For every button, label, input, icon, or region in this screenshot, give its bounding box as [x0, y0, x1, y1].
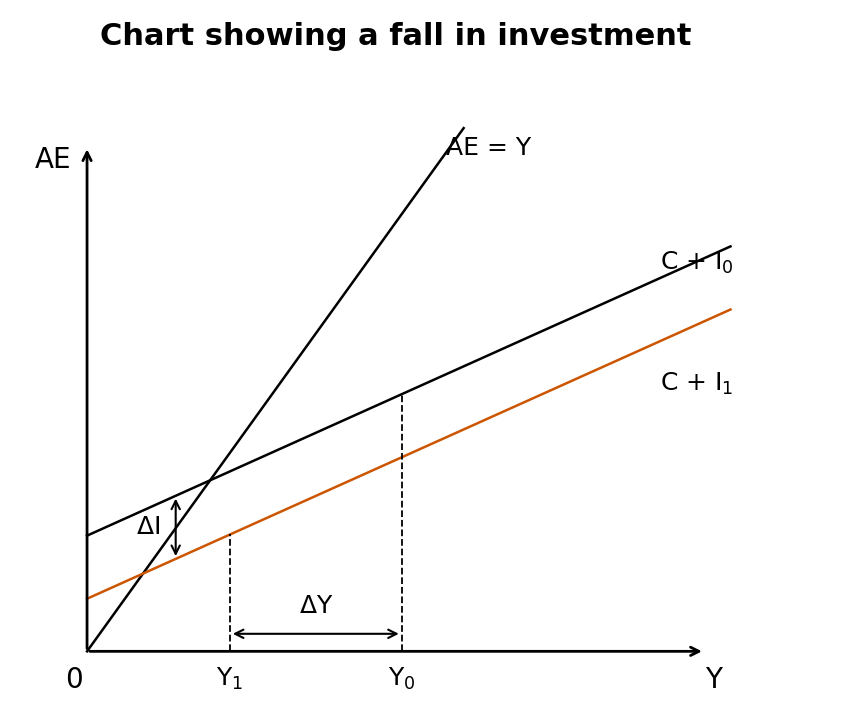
Text: $\Delta$Y: $\Delta$Y — [299, 594, 333, 618]
Text: C + I$_0$: C + I$_0$ — [659, 250, 733, 276]
Text: AE = Y: AE = Y — [446, 136, 531, 160]
Text: C + I$_1$: C + I$_1$ — [659, 371, 733, 397]
Text: Y$_1$: Y$_1$ — [216, 666, 243, 692]
Text: AE: AE — [35, 146, 71, 174]
Text: 0: 0 — [66, 666, 83, 694]
Text: $\Delta$I: $\Delta$I — [136, 515, 160, 539]
Text: Y: Y — [705, 666, 722, 694]
Text: Y$_0$: Y$_0$ — [388, 666, 415, 692]
Text: Chart showing a fall in investment: Chart showing a fall in investment — [100, 22, 691, 51]
